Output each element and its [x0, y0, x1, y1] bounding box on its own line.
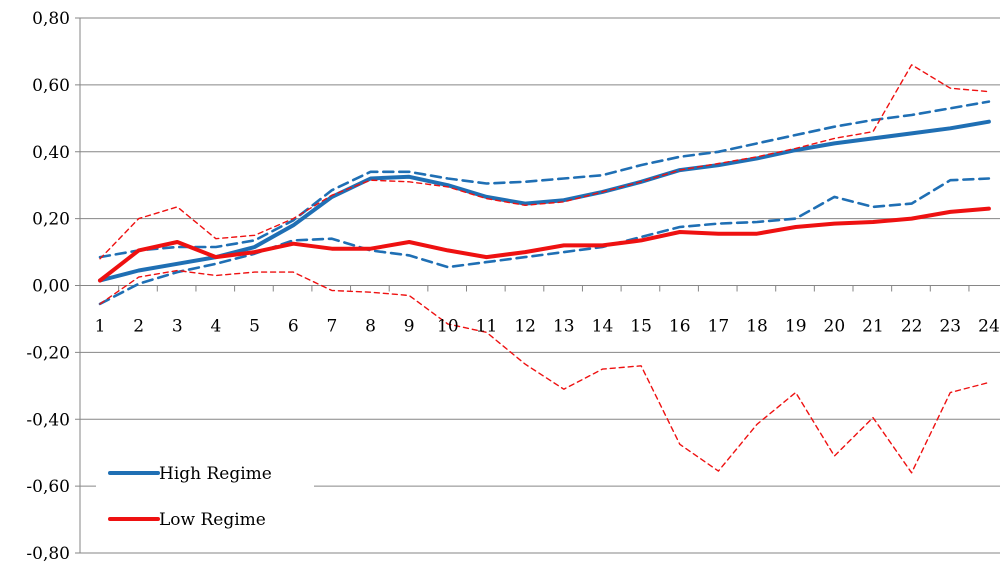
x-tick-label: 17 [708, 317, 730, 337]
y-tick-labels: 0,80 0,60 0,40 0,20 0,00 -0,20 -0,40 -0,60 -0,80 [26, 9, 70, 564]
series-lower-band-line [99, 269, 990, 474]
x-tick-label: 10 [437, 317, 459, 337]
series-upper-band-line [98, 100, 991, 259]
x-tick-label: 2 [133, 317, 144, 337]
x-tick-label: 3 [172, 317, 183, 337]
y-tick-label: 0,00 [32, 277, 70, 297]
x-tick-label: 11 [476, 317, 498, 337]
x-tick-label: 6 [288, 317, 299, 337]
x-tick-label: 14 [592, 317, 614, 337]
gridlines [80, 17, 1000, 554]
x-tick-label: 19 [785, 317, 807, 337]
y-tick-label: 0,80 [32, 9, 70, 29]
x-tick-label: 1 [95, 317, 106, 337]
y-tick-label: -0,40 [26, 410, 70, 430]
x-tick-label: 7 [326, 317, 337, 337]
legend-label: High Regime [159, 464, 272, 484]
axes [75, 17, 970, 554]
legend-background [96, 456, 314, 536]
y-tick-label: 0,40 [32, 143, 70, 163]
x-tick-label: 20 [824, 317, 846, 337]
x-tick-label: 16 [669, 317, 691, 337]
legend-label: Low Regime [159, 510, 266, 530]
y-tick-label: 0,20 [32, 210, 70, 230]
legend: High Regime Low Regime [96, 456, 314, 536]
y-tick-label: 0,60 [32, 76, 70, 96]
x-tick-label: 9 [404, 317, 415, 337]
x-tick-labels: 1 2 3 4 5 6 7 8 9 10 11 12 13 14 15 16 17 18 19 20 21 22 23 24 [95, 317, 1000, 337]
y-tick-label: -0,80 [26, 544, 70, 564]
x-tick-label: 24 [978, 317, 1000, 337]
x-tick-label: 8 [365, 317, 376, 337]
x-tick-label: 5 [249, 317, 260, 337]
x-tick-label: 21 [862, 317, 884, 337]
y-tick-label: -0,20 [26, 343, 70, 363]
x-tick-label: 4 [211, 317, 222, 337]
x-tick-label: 13 [553, 317, 575, 337]
series-lines [98, 64, 991, 474]
high-regime-estimate-line [98, 119, 991, 283]
y-tick-label: -0,60 [26, 477, 70, 497]
x-tick-label: 15 [630, 317, 652, 337]
x-tick-label: 18 [746, 317, 768, 337]
x-tick-label: 12 [514, 317, 536, 337]
x-tick-label: 22 [901, 317, 923, 337]
series-upper-band-line [99, 64, 990, 260]
x-tick-label: 23 [939, 317, 961, 337]
low-regime-estimate-line [98, 206, 991, 283]
